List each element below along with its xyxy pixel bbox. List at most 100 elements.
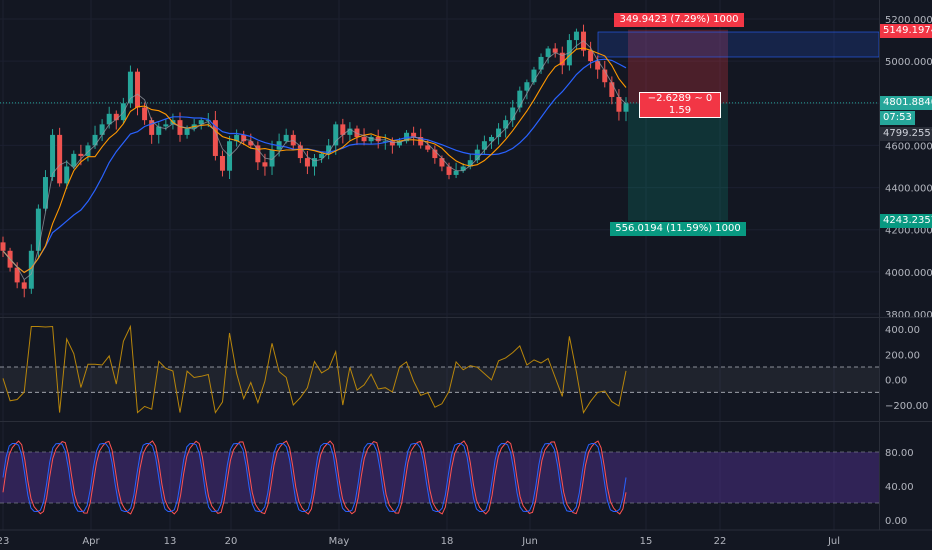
candle-body [425, 145, 431, 150]
candle-body [333, 124, 339, 146]
pane-divider[interactable] [0, 421, 932, 422]
candle-body [78, 153, 84, 156]
candle-body [354, 128, 360, 137]
candle-body [595, 61, 601, 70]
pane-divider[interactable] [0, 317, 932, 318]
candle-body [64, 166, 70, 184]
candle-body [205, 120, 211, 122]
candle-body [312, 158, 317, 167]
candle-body [559, 52, 565, 66]
stoch-d-line [2, 440, 627, 515]
candle-body [396, 141, 402, 146]
cci-band [0, 367, 879, 393]
candle-body [0, 242, 6, 251]
stop-price-tag: 4243.2357 [880, 214, 932, 228]
candle-body [531, 69, 537, 83]
candle-body [248, 141, 254, 146]
price-axis-border [879, 0, 880, 530]
candle-body [127, 71, 133, 104]
cci-tick-label: 200.00 [885, 350, 920, 361]
candle-body [361, 137, 367, 142]
cci-tick-label: 400.00 [885, 325, 920, 336]
candle-body [92, 134, 98, 146]
time-tick-label: Jun [521, 536, 538, 547]
candle-body [241, 134, 247, 142]
candle-body [156, 126, 162, 135]
stop-label[interactable]: 556.0194 (11.59%) 1000 [610, 222, 746, 236]
position-info-label[interactable]: −2.6289 ∼ 0 1.59 [639, 92, 721, 118]
ma-mid-line [2, 47, 627, 274]
candle-body [326, 145, 332, 154]
candle-body [99, 124, 105, 135]
cci-line [2, 324, 627, 414]
candle-body [389, 141, 395, 146]
time-tick-label: Apr [82, 536, 100, 547]
pnl-text: −2.6289 ∼ 0 [647, 93, 713, 104]
cci-tick-label: −200.00 [885, 401, 928, 412]
time-tick-label: 13 [164, 536, 177, 547]
candle-body [602, 69, 608, 83]
time-tick-label: Jul [827, 536, 840, 547]
last-price-tag: 4801.8840 [880, 96, 932, 110]
candle-body [616, 96, 622, 112]
candle-body [71, 153, 77, 167]
candle-body [135, 71, 141, 108]
candle-body [262, 162, 268, 167]
cci-tick-label: 0.00 [885, 376, 907, 387]
price-tick-label: 4200.0000 [885, 226, 932, 237]
candle-body [552, 48, 558, 53]
candle-body [234, 134, 240, 142]
candle-body [460, 166, 466, 171]
candle-body [106, 113, 112, 125]
stop-zone [628, 103, 728, 221]
stoch-tick-label: 40.00 [885, 482, 914, 493]
candle-body [57, 134, 63, 184]
candle-body [503, 120, 509, 129]
candle-body [375, 137, 381, 142]
stoch-tick-label: 0.00 [885, 516, 907, 527]
candle-body [609, 82, 615, 97]
candle-body [467, 160, 473, 167]
time-tick-label: 15 [640, 536, 653, 547]
time-tick-label: 22 [714, 536, 727, 547]
candle-body [149, 120, 155, 135]
candle-body [368, 137, 374, 142]
time-tick-label: May [329, 536, 350, 547]
target-zone [628, 29, 728, 104]
candle-body [588, 50, 594, 62]
candle-body [517, 90, 523, 108]
ma-fast-line [2, 40, 627, 281]
candle-body [446, 166, 452, 175]
prev-close-tag: 4799.2551 [880, 127, 932, 141]
candle-body [432, 149, 438, 159]
candle-body [50, 134, 56, 178]
candle-body [510, 107, 516, 121]
candle-body [319, 153, 325, 159]
time-tick-label: 18 [441, 536, 454, 547]
candle-body [163, 124, 169, 127]
candle-body [184, 128, 190, 135]
price-tick-label: 4000.0000 [885, 268, 932, 279]
target-price-tag: 5149.1974 [880, 24, 932, 38]
candle-body [545, 48, 551, 57]
candle-body [411, 132, 417, 137]
candle-body [347, 128, 353, 135]
candle-body [297, 145, 303, 159]
stoch-k-line [2, 442, 627, 513]
candle-body [623, 103, 629, 112]
price-tick-label: 4600.0000 [885, 141, 932, 152]
time-tick-label: 23 [0, 536, 9, 547]
price-tick-label: 3800.0000 [885, 310, 932, 321]
candle-body [113, 113, 119, 121]
candle-body [481, 141, 487, 150]
candle-body [42, 177, 48, 209]
candle-body [255, 145, 261, 163]
candle-body [439, 158, 445, 167]
target-label[interactable]: 349.9423 (7.29%) 1000 [614, 13, 744, 27]
candle-body [304, 158, 310, 167]
candle-body [21, 282, 27, 289]
candle-body [269, 149, 275, 167]
countdown-tag: 07:53 [880, 111, 915, 125]
